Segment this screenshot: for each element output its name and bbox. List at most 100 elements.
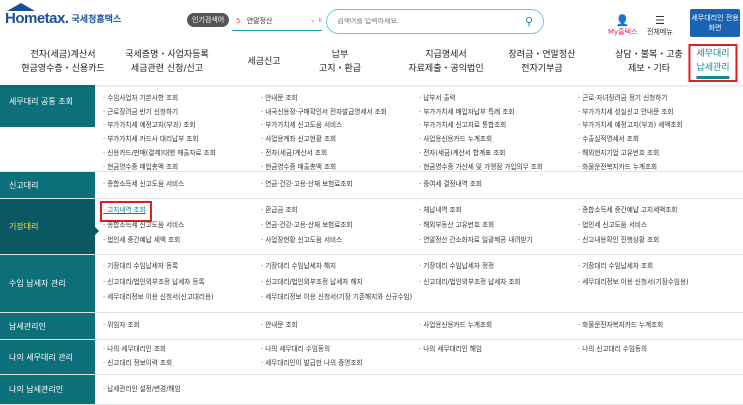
menu-link[interactable]: · 종합소득세 신고도움 서비스 xyxy=(103,180,185,189)
nav-label-line1: 국세증명・사업자등록 xyxy=(125,50,209,60)
menu-link[interactable]: · 신고대리 정보이력 조회 xyxy=(103,359,173,367)
menu-section: 기장대리 · 고지내역 조회 · 환급금 조회 · 체납내역 조회 · 종합소득세 중간… xyxy=(0,199,743,255)
menu-link[interactable]: · 종합소득세 신고도움 서비스 xyxy=(103,221,185,229)
section-label[interactable]: 납세관리인 xyxy=(0,313,95,339)
nav-item-3[interactable]: 납부 고지・환급 xyxy=(319,48,361,76)
menu-link[interactable]: · 부가가치세 매입자납부 특례 조회 xyxy=(419,107,515,116)
menu-link[interactable]: · 종합소득세 중간예납 고지세액조회 xyxy=(578,206,678,214)
menu-link[interactable]: · 기장대리 수임납세자 조회 xyxy=(578,262,654,270)
section-label[interactable]: 세무대리 공통 조회 xyxy=(0,87,95,127)
empty-cell xyxy=(261,383,419,397)
nav-label-line2: 납세관리 xyxy=(696,63,730,73)
nav-label-line1: 전자(세금)계산서 xyxy=(30,50,96,60)
my-hometax-button[interactable]: 👤 My홈택스 xyxy=(608,14,638,37)
menu-link[interactable]: · 부가가치세 예정고지(부과) 조회 xyxy=(103,121,196,130)
nav-label-line2: 전자기부금 xyxy=(521,64,563,74)
menu-link[interactable]: · 신용카드/판매(결제)대행 매출자료 조회 xyxy=(103,148,216,157)
nav-label-line1: 세무대리 xyxy=(696,49,730,59)
menu-link[interactable]: · 납부서 출력 xyxy=(419,94,456,102)
section-label[interactable]: 나의 납세관리인 xyxy=(0,375,95,404)
house-icon xyxy=(7,3,35,11)
menu-link[interactable]: · 현금영수증 가산세 및 가맹점 가입의무 조회 xyxy=(419,162,543,171)
menu-link[interactable]: · 수임사업자 기본사항 조회 xyxy=(103,94,179,102)
menu-link[interactable]: · 세무대리인이 발급한 나의 증명조회 xyxy=(261,359,363,367)
nav-item-0[interactable]: 전자(세금)계산서 현금영수증・신용카드 xyxy=(21,48,105,76)
menu-link[interactable]: · 해외현지기업 고유번호 조회 xyxy=(578,148,660,157)
nav-label-line2: 세금관련 신청/신고 xyxy=(130,64,204,74)
menu-link[interactable]: · 고지내역 조회 xyxy=(100,201,152,222)
menu-link[interactable]: · 나의 신고대리 수임동의 xyxy=(578,345,648,354)
menu-link[interactable]: · 화물운전복지카드 누계조회 xyxy=(578,162,658,171)
menu-link[interactable]: · 신고대리/법인외부조정 납세자 등록 xyxy=(103,277,205,286)
menu-link[interactable]: · 세무대리정보 이용 신청서(기장 기존해지와 신규수임) xyxy=(261,293,413,302)
menu-link[interactable]: · 해외부동산 고유번호 조회 xyxy=(419,221,495,229)
menu-link[interactable]: · 환급금 조회 xyxy=(261,206,298,214)
menu-link[interactable]: · 현금영수증 매출총액 조회 xyxy=(261,162,337,171)
menu-link[interactable]: · 내국신용장·구매확인서 전자발급명세서 조회 xyxy=(261,107,387,116)
menu-link[interactable]: · 세무대리정보 이용 신청서(신고대리용) xyxy=(103,293,214,302)
menu-link[interactable]: · 나의 세무대리 수임동의 xyxy=(261,345,331,354)
menu-link[interactable]: · 부가가치세 신고자료 통합조회 xyxy=(419,121,507,130)
hometax-logo[interactable]: Hometax. 국세청홈택스 xyxy=(5,3,121,27)
menu-link[interactable]: · 사업용계좌 신고현황 조회 xyxy=(261,135,337,144)
menu-link[interactable]: · 기장대리 수임납세자 해지 xyxy=(261,262,337,270)
section-label[interactable]: 기장대리 xyxy=(0,199,99,254)
menu-link[interactable]: · 위임자 조회 xyxy=(103,321,140,330)
menu-link[interactable]: · 나의 세무대리인 조회 xyxy=(103,345,166,354)
menu-link[interactable]: · 전자(세금)계산서 조회 xyxy=(261,148,328,157)
active-underline xyxy=(696,76,730,79)
menu-link[interactable]: · 현금영수증 매입총액 조회 xyxy=(103,162,179,171)
menu-link[interactable]: · 신고대리/법인외부조정 납세자 조회 xyxy=(419,277,521,286)
menu-link[interactable]: · 사업장현황 신고도움 서비스 xyxy=(261,236,343,244)
menu-link[interactable]: · 사업용신용카드 누계조회 xyxy=(419,321,493,330)
menu-link[interactable]: · 법인세 중간예납 세액 조회 xyxy=(103,236,181,244)
menu-link[interactable]: · 기장대리 수임납세자 등록 xyxy=(103,262,179,270)
menu-link[interactable]: · 화물운전자복지카드 누계조회 xyxy=(578,321,664,330)
menu-link[interactable]: · 법인세 신고도움 서비스 xyxy=(578,221,648,229)
nav-label-line2: 제보・기타 xyxy=(627,64,671,74)
nav-item-2[interactable]: 세금신고 xyxy=(247,55,280,69)
menu-link[interactable]: · 나의 세무대리인 해임 xyxy=(419,345,482,354)
menu-link[interactable]: · 기장대리 수임납세자 정정 xyxy=(419,262,495,270)
menu-link[interactable]: · 부가가치세 예정고지(부과) 세액조회 xyxy=(578,121,683,130)
section-label[interactable]: 신고대리 xyxy=(0,172,95,198)
nav-label-line1: 납부 xyxy=(331,50,349,60)
all-menu-button[interactable]: ☰ 전체메뉴 xyxy=(647,14,673,37)
menu-link[interactable]: · 부가가치세 카드사 대리납부 조회 xyxy=(103,135,199,144)
nav-item-4[interactable]: 지급명세서 자료제출・공익법인 xyxy=(408,48,483,76)
menu-link[interactable]: · 전자(세금)계산서 합계표 조회 xyxy=(419,148,506,157)
menu-link[interactable]: · 납세관리인 설정/변경/해임 xyxy=(103,384,181,393)
menu-link[interactable]: · 신고내용확인 진행상황 조회 xyxy=(578,236,660,244)
menu-link[interactable]: · 부가가치세 신고도움 서비스 xyxy=(261,121,343,130)
search-icon[interactable]: ⚲ xyxy=(524,15,533,28)
menu-link[interactable]: · 안내문 조회 xyxy=(261,321,298,330)
my-hometax-label: My홈택스 xyxy=(608,28,638,36)
logo-text: Hometax. xyxy=(5,10,69,27)
menu-link[interactable]: · 사업용신용카드 누계조회 xyxy=(419,135,493,144)
menu-link[interactable]: · 증여세 결정내역 조회 xyxy=(419,180,482,189)
section-label[interactable]: 나의 세무대리 관리 xyxy=(0,340,95,374)
menu-link[interactable]: · 연금·건강·고용·산재 보험료조회 xyxy=(261,221,353,229)
menu-link[interactable]: · 연말정산 간소화자료 일괄제공 내려받기 xyxy=(419,236,533,244)
menu-link[interactable]: · 수출실적명세서 조회 xyxy=(578,135,639,144)
menu-section: 나의 세무대리 관리 · 나의 세무대리인 조회 · 나의 세무대리 수임동의 · 나… xyxy=(0,340,743,375)
menu-link[interactable]: · 체납내역 조회 xyxy=(419,206,462,214)
nav-item-6[interactable]: 상담・불복・고충 제보・기타 xyxy=(615,48,683,76)
menu-link[interactable]: · 근로장려금 반기 신청하기 xyxy=(103,107,179,116)
menu-link[interactable]: · 연금·건강·고용·산재 보험료조회 xyxy=(261,180,353,189)
menu-link[interactable]: · 세무대리정보 이용 신청서(기장수임용) xyxy=(578,277,689,286)
hamburger-icon: ☰ xyxy=(654,14,665,27)
nav-label-line1: 장려금・연말정산 xyxy=(508,50,576,60)
menu-link[interactable]: · 안내문 조회 xyxy=(261,94,298,102)
menu-link[interactable]: · 부가가치세 성실신고 안내문 조회 xyxy=(578,107,674,116)
section-label[interactable]: 수임 납세자 관리 xyxy=(0,255,95,312)
chevron-down-icon[interactable]: ⌄ ॥ xyxy=(309,16,322,24)
search-input[interactable] xyxy=(337,18,525,25)
menu-link[interactable]: · 신고대리/법인외부조정 납세자 해지 xyxy=(261,277,363,286)
popular-search-dropdown[interactable]: 5. 연말정산 ⌄ ॥ xyxy=(232,11,322,31)
menu-link[interactable]: · 근로·자녀장려금 정기 신청하기 xyxy=(578,94,668,102)
agent-screen-button[interactable]: 세무대리인 전용화면 xyxy=(690,9,740,37)
